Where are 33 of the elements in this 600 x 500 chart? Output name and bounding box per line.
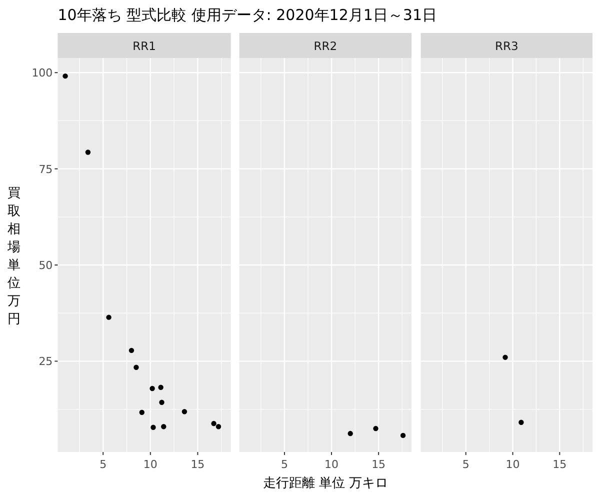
x-tick-label: 15 [372,458,386,471]
x-tick-label: 10 [506,458,520,471]
y-tick-label: 75 [38,162,53,176]
point [106,314,112,320]
text: 10年落ち 型式比較 使用データ: 2020年12月1日～31日 [58,6,438,24]
x-axis-title: 走行距離 単位 万キロ [262,476,388,491]
point [159,400,164,405]
x-tick-label: 5 [100,458,107,471]
y-tick-label: 100 [32,66,53,80]
point [216,424,222,430]
point [158,384,164,390]
point [134,364,139,370]
point [150,386,155,392]
x-tick-label: 10 [143,458,158,471]
point [139,410,144,415]
chart-title: RR3 [494,39,518,53]
x-tick-label: 5 [462,458,470,471]
y-tick-label: 50 [38,259,53,272]
point [85,150,91,155]
point [128,348,134,354]
point [62,73,68,79]
point [211,420,216,426]
y-tick-label: 25 [38,355,53,368]
chart-title: RR2 [314,39,338,53]
y-axis-title: 買取相場単位万円 [6,186,20,327]
x-tick-label: 15 [190,458,205,471]
point [150,424,156,430]
x-tick-label: 15 [552,458,567,471]
chart-title: RR1 [132,39,156,53]
point [161,424,166,430]
point [182,409,188,414]
x-tick-label: 5 [280,458,288,471]
x-tick-label: 10 [324,458,339,471]
